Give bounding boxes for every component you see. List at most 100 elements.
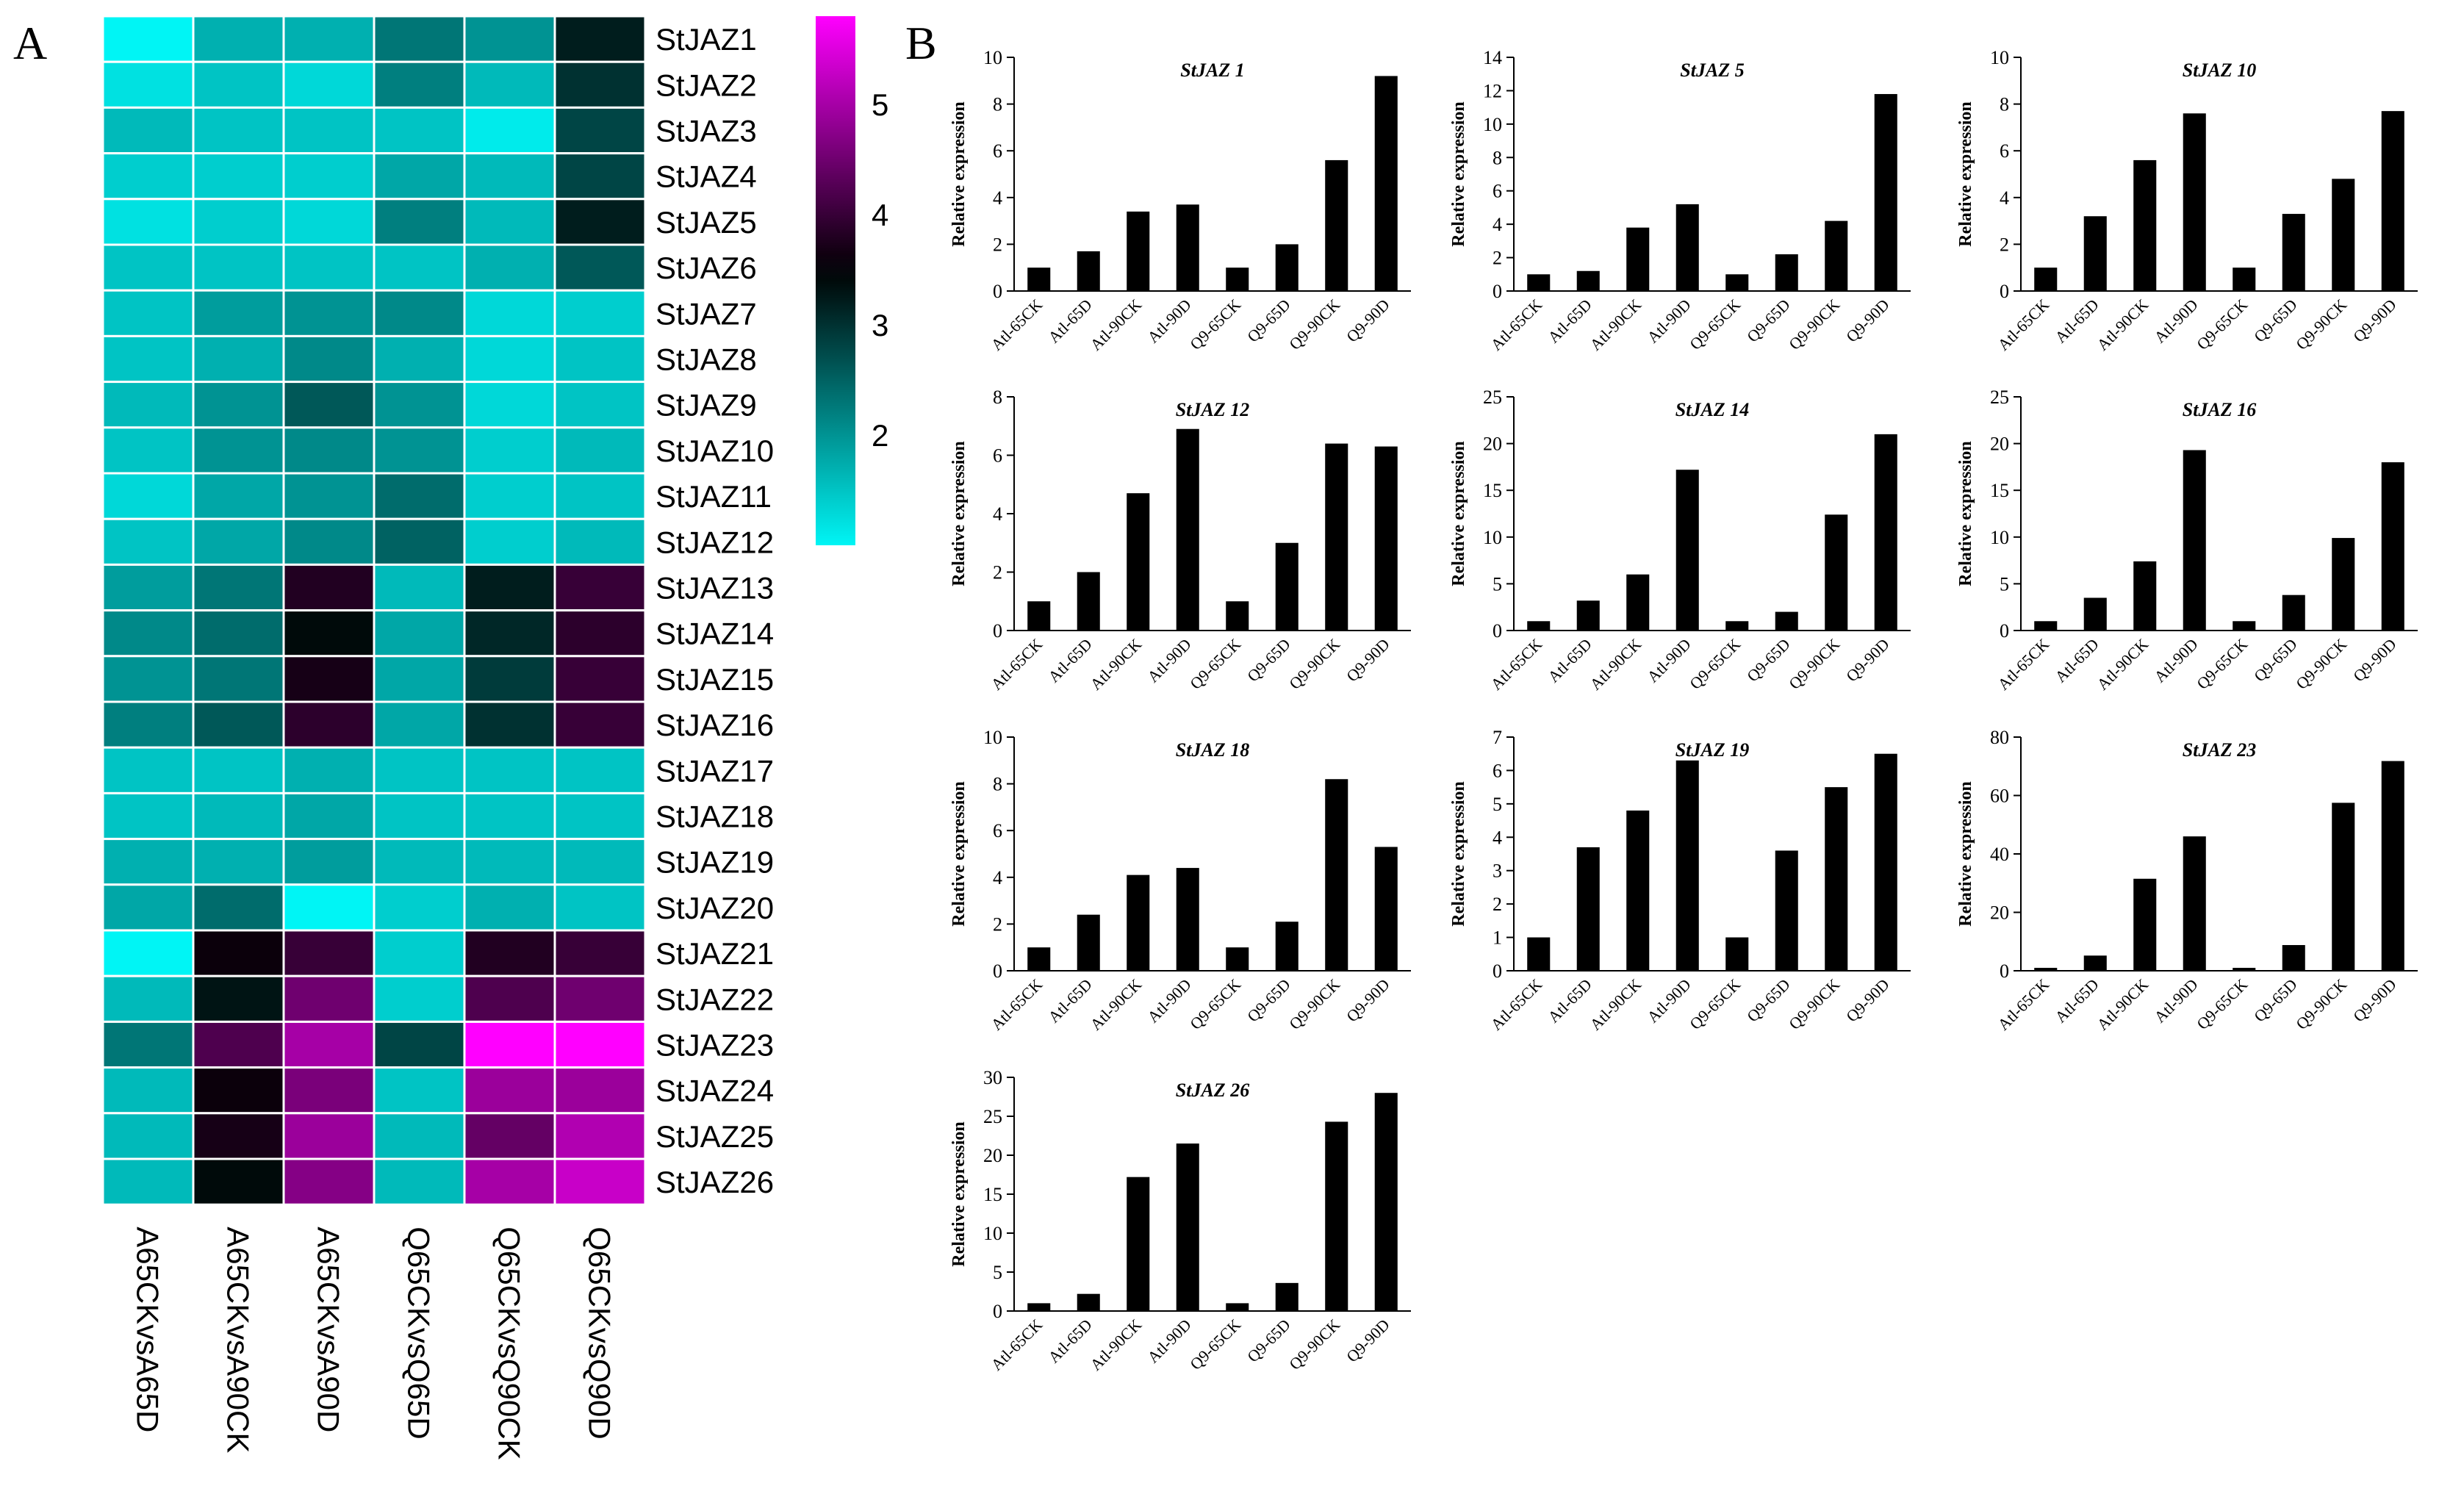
heatmap-cell [463,791,556,841]
y-tick-label: 15 [1990,480,2009,501]
colorbar-tick-label: 4 [872,198,888,232]
x-tick-label: Atl-90CK [1586,975,1645,1034]
heatmap-cell [282,60,376,109]
heatmap-cell [282,746,376,794]
heatmap-row-label: StJAZ21 [655,936,774,971]
x-tick-label: Atl-90CK [2093,635,2152,694]
heatmap-row-label: StJAZ23 [655,1028,774,1063]
bar [1325,779,1348,971]
heatmap-cell [101,152,195,201]
heatmap-cell [282,700,376,749]
x-tick-label: Q9-90D [1842,975,1893,1026]
heatmap-cell [373,152,466,201]
heatmap-cell [101,1020,195,1069]
bar [2233,968,2256,971]
heatmap-row-label: StJAZ22 [655,982,774,1016]
heatmap-cell [463,563,556,612]
bar [1127,1177,1150,1311]
heatmap-cell [282,563,376,612]
y-tick-label: 8 [993,387,1002,408]
y-tick-label: 0 [993,281,1002,302]
bar [1127,875,1150,971]
y-tick-label: 2 [1493,248,1502,269]
y-tick-label: 8 [993,774,1002,795]
heatmap-cell [463,60,556,109]
heatmap-cell [553,334,647,384]
heatmap-cell [553,1157,647,1206]
y-tick-label: 10 [983,1223,1002,1244]
y-tick-label: 15 [1483,480,1502,501]
bar [1325,443,1348,631]
heatmap-cell [553,838,647,886]
y-tick-label: 0 [2000,281,2009,302]
y-tick-label: 8 [993,94,1002,115]
x-tick-label: Q9-90D [1343,635,1393,686]
heatmap-row-label: StJAZ16 [655,708,774,742]
bar [2233,267,2256,291]
heatmap-cell [463,746,556,794]
heatmap-row-label: StJAZ20 [655,891,774,925]
heatmap-cell [101,1157,195,1206]
bar [2034,621,2058,631]
heatmap-cell [373,655,466,703]
heatmap-cell [463,1066,556,1115]
heatmap-cell [553,1112,647,1160]
x-tick-label: Atl-65CK [1994,975,2052,1034]
x-tick-label: Q9-90CK [1285,635,1343,693]
heatmap-cell [192,1112,285,1160]
y-axis-label: Relative expression [1956,441,1975,586]
bar [1527,274,1551,291]
heatmap-cell [373,746,466,794]
heatmap-cell [553,1066,647,1115]
heatmap-cell [373,243,466,292]
bar-chart-title: StJAZ 16 [2183,399,2256,420]
bar [1675,760,1699,971]
bar-chart-panel: 0 1 2 3 4 5 6 7 StJAZ 19 Relative expression Atl-6… [1449,727,1911,1034]
heatmap-cell [101,289,195,337]
x-tick-label: Q9-90D [2349,635,2400,686]
heatmap-cell [463,883,556,932]
heatmap-row-label: StJAZ1 [655,22,757,57]
x-tick-label: Q9-90CK [1285,1315,1343,1373]
bar [1226,601,1249,631]
heatmap-row-label: StJAZ24 [655,1074,774,1108]
heatmap-cell [192,563,285,612]
x-tick-label: Atl-90CK [1586,295,1645,354]
heatmap-cell [553,609,647,658]
bar [2133,561,2157,631]
bar [1825,514,1848,631]
bar [1226,267,1249,291]
heatmap-cell [553,381,647,429]
x-tick-label: Q9-90D [2349,295,2400,346]
heatmap-cell [192,243,285,292]
bar-chart-panel: 0 2 4 6 8 StJAZ 12 Relative expression Atl-65CK… [949,387,1411,694]
heatmap-row-label: StJAZ6 [655,251,757,285]
heatmap-cell [463,655,556,703]
heatmap-row-label: StJAZ8 [655,342,757,377]
y-tick-label: 0 [993,620,1002,642]
bar [1176,428,1199,631]
bar-chart-panel: 0 2 4 6 8 10 StJAZ 18 Relative expression Atl-65… [949,727,1411,1034]
heatmap-cell [101,106,195,155]
heatmap-cell [553,563,647,612]
bar [1775,254,1798,291]
heatmap-row-label: StJAZ12 [655,525,774,559]
heatmap-cell [101,929,195,977]
bar [1077,572,1100,631]
heatmap-cell [553,198,647,246]
heatmap-cell [463,198,556,246]
heatmap-row-label: StJAZ3 [655,114,757,148]
x-tick-label: Q9-65D [1243,1315,1294,1366]
heatmap-cell [192,1020,285,1069]
bar [1527,621,1551,631]
heatmap-row-label: StJAZ7 [655,296,757,331]
colorbar-tick-label: 2 [872,418,888,453]
y-tick-label: 14 [1483,47,1502,68]
y-tick-label: 2 [993,562,1002,583]
bar [1874,434,1897,631]
x-tick-label: Q9-65CK [1186,1315,1244,1373]
heatmap-cell [373,106,466,155]
bar [2133,159,2157,291]
y-tick-label: 8 [2000,94,2009,115]
